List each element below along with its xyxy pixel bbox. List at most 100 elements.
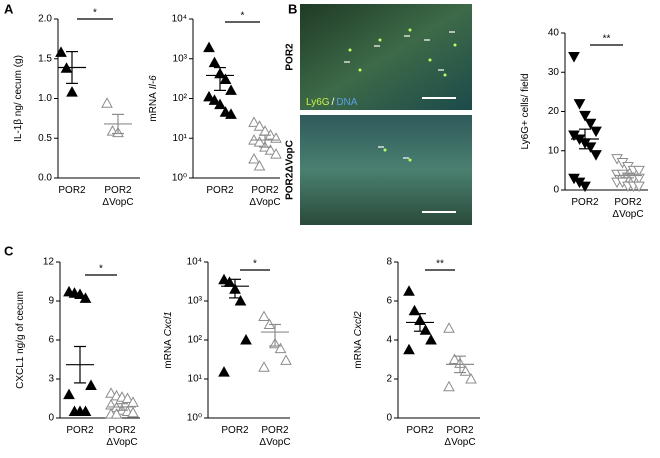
data-point <box>253 136 266 147</box>
y-axis-label: mRNA Cxcl2 <box>353 311 364 369</box>
y-tick-label: 0.0 <box>38 173 52 184</box>
y-tick-label: 10² <box>188 335 203 346</box>
data-point <box>74 288 86 299</box>
ly6g-signal <box>348 28 457 162</box>
y-tick-label: 10 <box>548 145 560 156</box>
significance-label: * <box>99 264 103 275</box>
y-tick-label: 10³ <box>173 53 188 64</box>
arrows <box>344 31 455 159</box>
data-point <box>253 160 266 171</box>
y-tick-label: 10¹ <box>188 374 203 385</box>
data-point <box>633 181 645 193</box>
data-point <box>225 84 237 95</box>
data-point <box>270 148 282 159</box>
data-point <box>63 388 75 400</box>
data-point <box>419 324 432 335</box>
data-point <box>110 408 123 419</box>
data-point <box>425 333 437 345</box>
y-tick-label: 0 <box>48 413 54 424</box>
y-tick-label: 3 <box>48 374 54 385</box>
data-point <box>79 292 92 303</box>
y-tick-label: 4 <box>386 335 392 346</box>
y-tick-label: 10⁴ <box>187 257 202 268</box>
data-point <box>633 165 645 177</box>
data-point <box>403 343 415 355</box>
y-label-text: CXCL1 ng/g of cecum <box>15 291 26 389</box>
y-tick-label: 20 <box>548 106 560 117</box>
y-axis-label: IL-1β ng/ cecum (g) <box>13 55 24 142</box>
y-tick-label: 1.5 <box>38 53 52 64</box>
data-point <box>203 41 215 53</box>
panel-label: B <box>288 1 297 16</box>
y-tick-label: 40 <box>548 28 560 39</box>
image-label: POR2 <box>285 43 296 71</box>
y-tick-label: 0 <box>386 413 392 424</box>
significance-label: * <box>241 11 245 22</box>
data-point <box>79 405 92 416</box>
x-tick-label: POR2 <box>206 185 234 196</box>
data-point <box>590 150 602 161</box>
y-label-gene: Cxcl2 <box>353 311 364 336</box>
y-label-text: mRNA <box>163 339 174 369</box>
x-tick-label: POR2 ΔVopC <box>259 425 291 448</box>
data-point <box>55 46 67 57</box>
y-tick-label: 6 <box>386 296 392 307</box>
significance-label: ** <box>436 259 444 270</box>
y-tick-label: 8 <box>386 257 392 268</box>
data-point <box>105 387 117 398</box>
data-point <box>208 94 221 105</box>
y-axis-label: mRNA Cxcl1 <box>163 311 174 368</box>
data-point <box>248 153 260 164</box>
y-tick-label: 10⁴ <box>172 14 187 25</box>
y-tick-label: 6 <box>48 335 54 346</box>
significance-label: * <box>253 259 257 270</box>
y-axis-label: CXCL1 ng/g of cecum <box>15 291 26 389</box>
x-tick-label: POR2 ΔVopC <box>444 425 476 448</box>
y-axis-label: mRNA Il-6 <box>148 75 159 122</box>
panel-label: C <box>4 243 14 258</box>
data-point <box>584 118 597 130</box>
x-tick-label: POR2 ΔVopC <box>106 425 138 448</box>
y-tick-label: 0.5 <box>38 133 52 144</box>
x-tick-label: POR2 ΔVopC <box>102 185 134 208</box>
data-point <box>258 361 270 372</box>
y-tick-label: 1.0 <box>38 93 52 104</box>
y-tick-label: 9 <box>48 296 54 307</box>
significance-label: * <box>93 8 97 19</box>
y-label-gene: Cxcl1 <box>163 311 174 336</box>
x-tick-label: POR2 <box>221 425 249 436</box>
x-tick-label: POR2 ΔVopC <box>612 197 644 220</box>
data-point <box>280 354 292 365</box>
x-tick-label: POR2 <box>66 425 94 436</box>
data-point <box>264 144 277 155</box>
y-tick-label: 10⁰ <box>187 413 202 424</box>
data-point <box>573 99 586 110</box>
data-point <box>408 304 421 316</box>
data-point <box>584 142 597 153</box>
stain-dna: DNA <box>336 97 357 108</box>
micrograph <box>300 115 472 225</box>
data-point <box>448 353 461 364</box>
y-tick-label: 0 <box>553 185 559 196</box>
y-label-text: mRNA <box>353 339 364 369</box>
data-point <box>121 392 134 403</box>
data-point <box>219 73 232 85</box>
data-point <box>66 86 78 97</box>
data-point <box>234 294 247 306</box>
data-point <box>258 310 270 322</box>
data-point <box>203 90 215 102</box>
data-point <box>218 273 230 285</box>
data-point <box>214 98 226 110</box>
y-tick-label: 10⁰ <box>172 173 187 184</box>
data-point <box>579 181 591 193</box>
y-axis-label: Ly6G+ cells/ field <box>520 73 531 149</box>
stain-ly6g: Ly6G <box>306 97 330 108</box>
significance-label: ** <box>603 34 611 45</box>
data-point <box>225 108 237 119</box>
data-point <box>579 110 591 122</box>
data-point <box>208 56 221 68</box>
data-point <box>274 342 287 354</box>
data-point <box>248 116 260 127</box>
